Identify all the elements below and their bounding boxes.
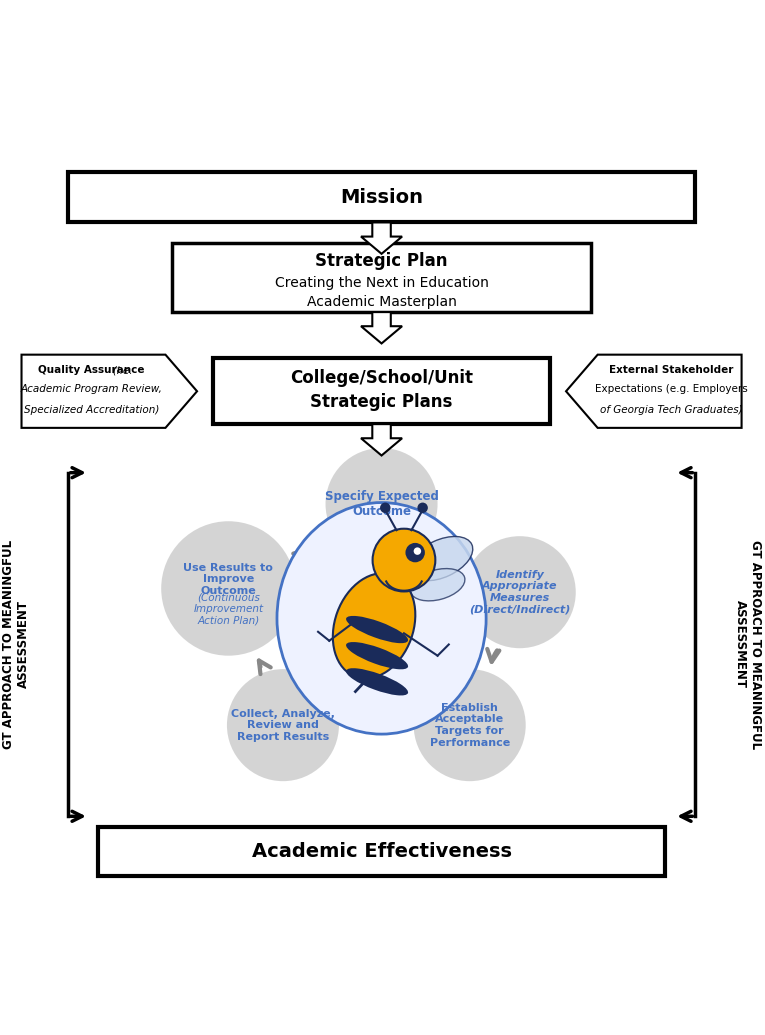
Text: College/School/Unit: College/School/Unit — [290, 368, 473, 387]
Text: (i.e.: (i.e. — [51, 365, 132, 376]
Circle shape — [227, 670, 339, 781]
Text: Strategic Plans: Strategic Plans — [311, 393, 453, 412]
Polygon shape — [361, 223, 402, 254]
Text: Identify
Appropriate
Measures
(Direct/Indirect): Identify Appropriate Measures (Direct/In… — [469, 570, 571, 615]
Circle shape — [414, 548, 422, 555]
Circle shape — [464, 536, 576, 648]
Text: Quality Assurance: Quality Assurance — [38, 365, 145, 376]
Ellipse shape — [333, 573, 415, 678]
Circle shape — [326, 448, 438, 560]
Ellipse shape — [277, 503, 486, 734]
Ellipse shape — [410, 568, 465, 601]
Polygon shape — [566, 355, 741, 427]
Text: Mission: Mission — [340, 187, 423, 207]
Circle shape — [380, 503, 390, 513]
Ellipse shape — [346, 669, 408, 696]
Text: Academic Program Review,: Academic Program Review, — [21, 384, 163, 394]
Text: Expectations (e.g. Employers: Expectations (e.g. Employers — [595, 384, 747, 394]
Circle shape — [373, 529, 435, 591]
Text: Use Results to
Improve
Outcome: Use Results to Improve Outcome — [184, 563, 273, 596]
FancyBboxPatch shape — [172, 243, 591, 313]
Text: of Georgia Tech Graduates): of Georgia Tech Graduates) — [600, 405, 743, 415]
Circle shape — [414, 670, 526, 781]
Text: (Continuous
Improvement
Action Plan): (Continuous Improvement Action Plan) — [194, 593, 263, 626]
Text: Creating the Next in Education: Creating the Next in Education — [275, 276, 489, 290]
Text: Specialized Accreditation): Specialized Accreditation) — [24, 405, 159, 415]
Text: Collect, Analyze,
Review and
Report Results: Collect, Analyze, Review and Report Resu… — [231, 709, 335, 742]
FancyBboxPatch shape — [98, 828, 666, 876]
Polygon shape — [361, 313, 402, 344]
Circle shape — [418, 503, 428, 513]
Text: GT APPROACH TO MEANINGFUL
ASSESSMENT: GT APPROACH TO MEANINGFUL ASSESSMENT — [2, 540, 30, 749]
Text: External Stakeholder: External Stakeholder — [609, 365, 734, 376]
Text: Establish
Acceptable
Targets for
Performance: Establish Acceptable Targets for Perform… — [430, 703, 509, 747]
Ellipse shape — [346, 642, 408, 670]
Circle shape — [161, 522, 295, 656]
Polygon shape — [361, 424, 402, 455]
Ellipse shape — [410, 536, 473, 581]
Text: Specify Expected
Outcome: Specify Expected Outcome — [324, 490, 438, 519]
Text: GT APPROACH TO MEANINGFUL
ASSESSMENT: GT APPROACH TO MEANINGFUL ASSESSMENT — [734, 540, 761, 749]
FancyBboxPatch shape — [213, 358, 549, 424]
FancyBboxPatch shape — [68, 172, 695, 223]
Text: Strategic Plan: Strategic Plan — [315, 253, 448, 270]
Text: Academic Effectiveness: Academic Effectiveness — [252, 842, 512, 861]
Circle shape — [405, 543, 425, 562]
Text: Academic Masterplan: Academic Masterplan — [307, 295, 457, 309]
Ellipse shape — [346, 616, 408, 643]
Polygon shape — [21, 355, 197, 427]
